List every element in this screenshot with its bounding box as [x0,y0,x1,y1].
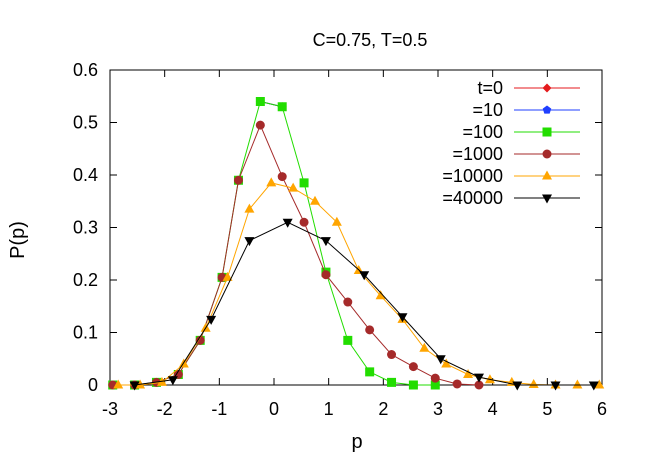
series-3 [108,120,484,390]
legend-marker [542,170,552,180]
data-point [310,195,320,205]
x-tick-label: 5 [542,399,552,419]
data-point [408,362,418,372]
data-point [222,271,233,281]
x-tick-label: 4 [488,399,498,419]
data-point [320,237,331,247]
x-tick-label: 3 [433,399,443,419]
data-point [375,290,386,300]
data-point [572,379,583,389]
data-point [266,177,277,187]
data-point [452,379,462,389]
plot-frame [109,69,603,386]
legend-marker [542,127,552,137]
legend-marker [542,83,552,93]
data-point [419,342,430,352]
data-point [512,381,523,391]
legend-label: =40000 [442,188,503,208]
data-point [129,381,140,391]
data-point [365,367,375,377]
data-point [255,97,265,106]
legend-label: t=0 [477,78,503,98]
data-point [387,377,397,387]
data-point [343,297,353,307]
series-line [134,221,594,386]
data-point [365,325,375,335]
x-tick-label: 6 [597,399,607,419]
data-point [474,380,484,390]
data-point [277,102,287,112]
data-point [435,355,446,365]
legend-marker [542,105,552,114]
x-tick-label: 2 [378,399,388,419]
data-point [255,120,265,130]
data-point [113,379,124,389]
data-point [588,381,599,391]
data-point [430,380,440,390]
series-2 [108,97,440,390]
data-point [244,237,255,247]
y-axis-label: P(p) [7,221,29,259]
legend-marker [542,194,552,204]
legend-label: =10000 [442,166,503,186]
data-point [206,315,217,325]
data-point [195,335,205,345]
data-point [359,271,370,281]
y-tick-label: 0.4 [73,165,98,185]
x-tick-label: -3 [102,399,118,419]
y-tick-label: 0.6 [73,60,98,80]
data-point [594,379,605,389]
data-point [277,172,287,182]
data-point [321,270,331,280]
data-point [550,381,561,391]
data-point [282,218,293,228]
data-point [244,203,255,213]
series-line [118,182,600,386]
x-tick-label: 1 [324,399,334,419]
x-tick-label: -2 [157,399,173,419]
legend-label: =100 [462,122,503,142]
data-point [397,313,408,323]
data-point [167,376,178,386]
data-point [408,380,418,390]
data-point [463,369,474,378]
data-point [343,335,353,345]
legend: t=0=10=100=1000=10000=40000 [442,78,580,208]
data-point [484,374,495,384]
series-5 [129,218,599,391]
data-point [288,182,299,192]
y-tick-label: 0.3 [73,218,98,238]
data-point [299,178,309,188]
legend-label: =10 [472,100,503,120]
legend-label: =1000 [452,144,503,164]
x-tick-label: 0 [269,399,279,419]
y-tick-label: 0.2 [73,270,98,290]
chart-title: C=0.75, T=0.5 [313,30,428,50]
y-tick-label: 0.5 [73,113,98,133]
data-point [299,217,309,227]
data-point [528,378,539,388]
x-tick-label: -1 [211,399,227,419]
data-point [441,358,452,368]
legend-marker [542,149,552,159]
y-tick-label: 0.1 [73,323,98,343]
data-point [233,175,243,185]
data-point [387,350,397,360]
data-point [474,373,484,383]
data-point [430,373,440,383]
x-axis-label: p [351,431,362,453]
y-tick-label: 0 [88,375,98,395]
plot-area: -3 -2 -1 0 1 2 3 4 5 6 0 0.1 0.2 0.3 0.4 0.5 0.6 [73,60,607,419]
series-line [112,100,436,386]
data-point [331,216,342,226]
